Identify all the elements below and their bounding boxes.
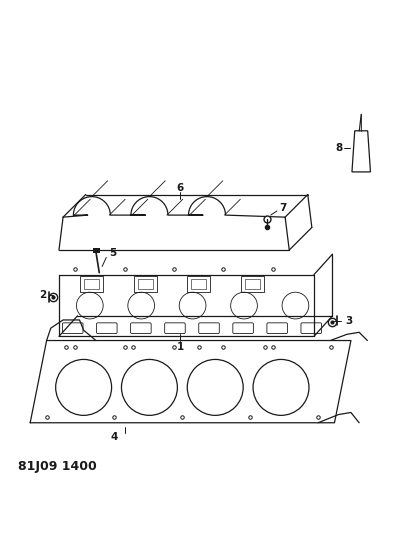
Bar [84, 279, 99, 289]
Text: 1: 1 [176, 342, 183, 352]
Bar [244, 279, 259, 289]
Bar [138, 279, 152, 289]
Text: 4: 4 [111, 432, 118, 442]
Bar [187, 276, 210, 293]
Bar [93, 248, 100, 253]
Text: 8: 8 [334, 143, 342, 153]
Text: 5: 5 [109, 248, 116, 259]
Bar [80, 276, 103, 293]
Text: 2: 2 [39, 290, 46, 300]
Text: 3: 3 [344, 316, 351, 326]
Text: 81J09 1400: 81J09 1400 [18, 460, 96, 473]
Bar [240, 276, 263, 293]
Text: 7: 7 [279, 203, 286, 213]
Text: 6: 6 [176, 182, 183, 192]
Bar [191, 279, 206, 289]
Bar [133, 276, 157, 293]
